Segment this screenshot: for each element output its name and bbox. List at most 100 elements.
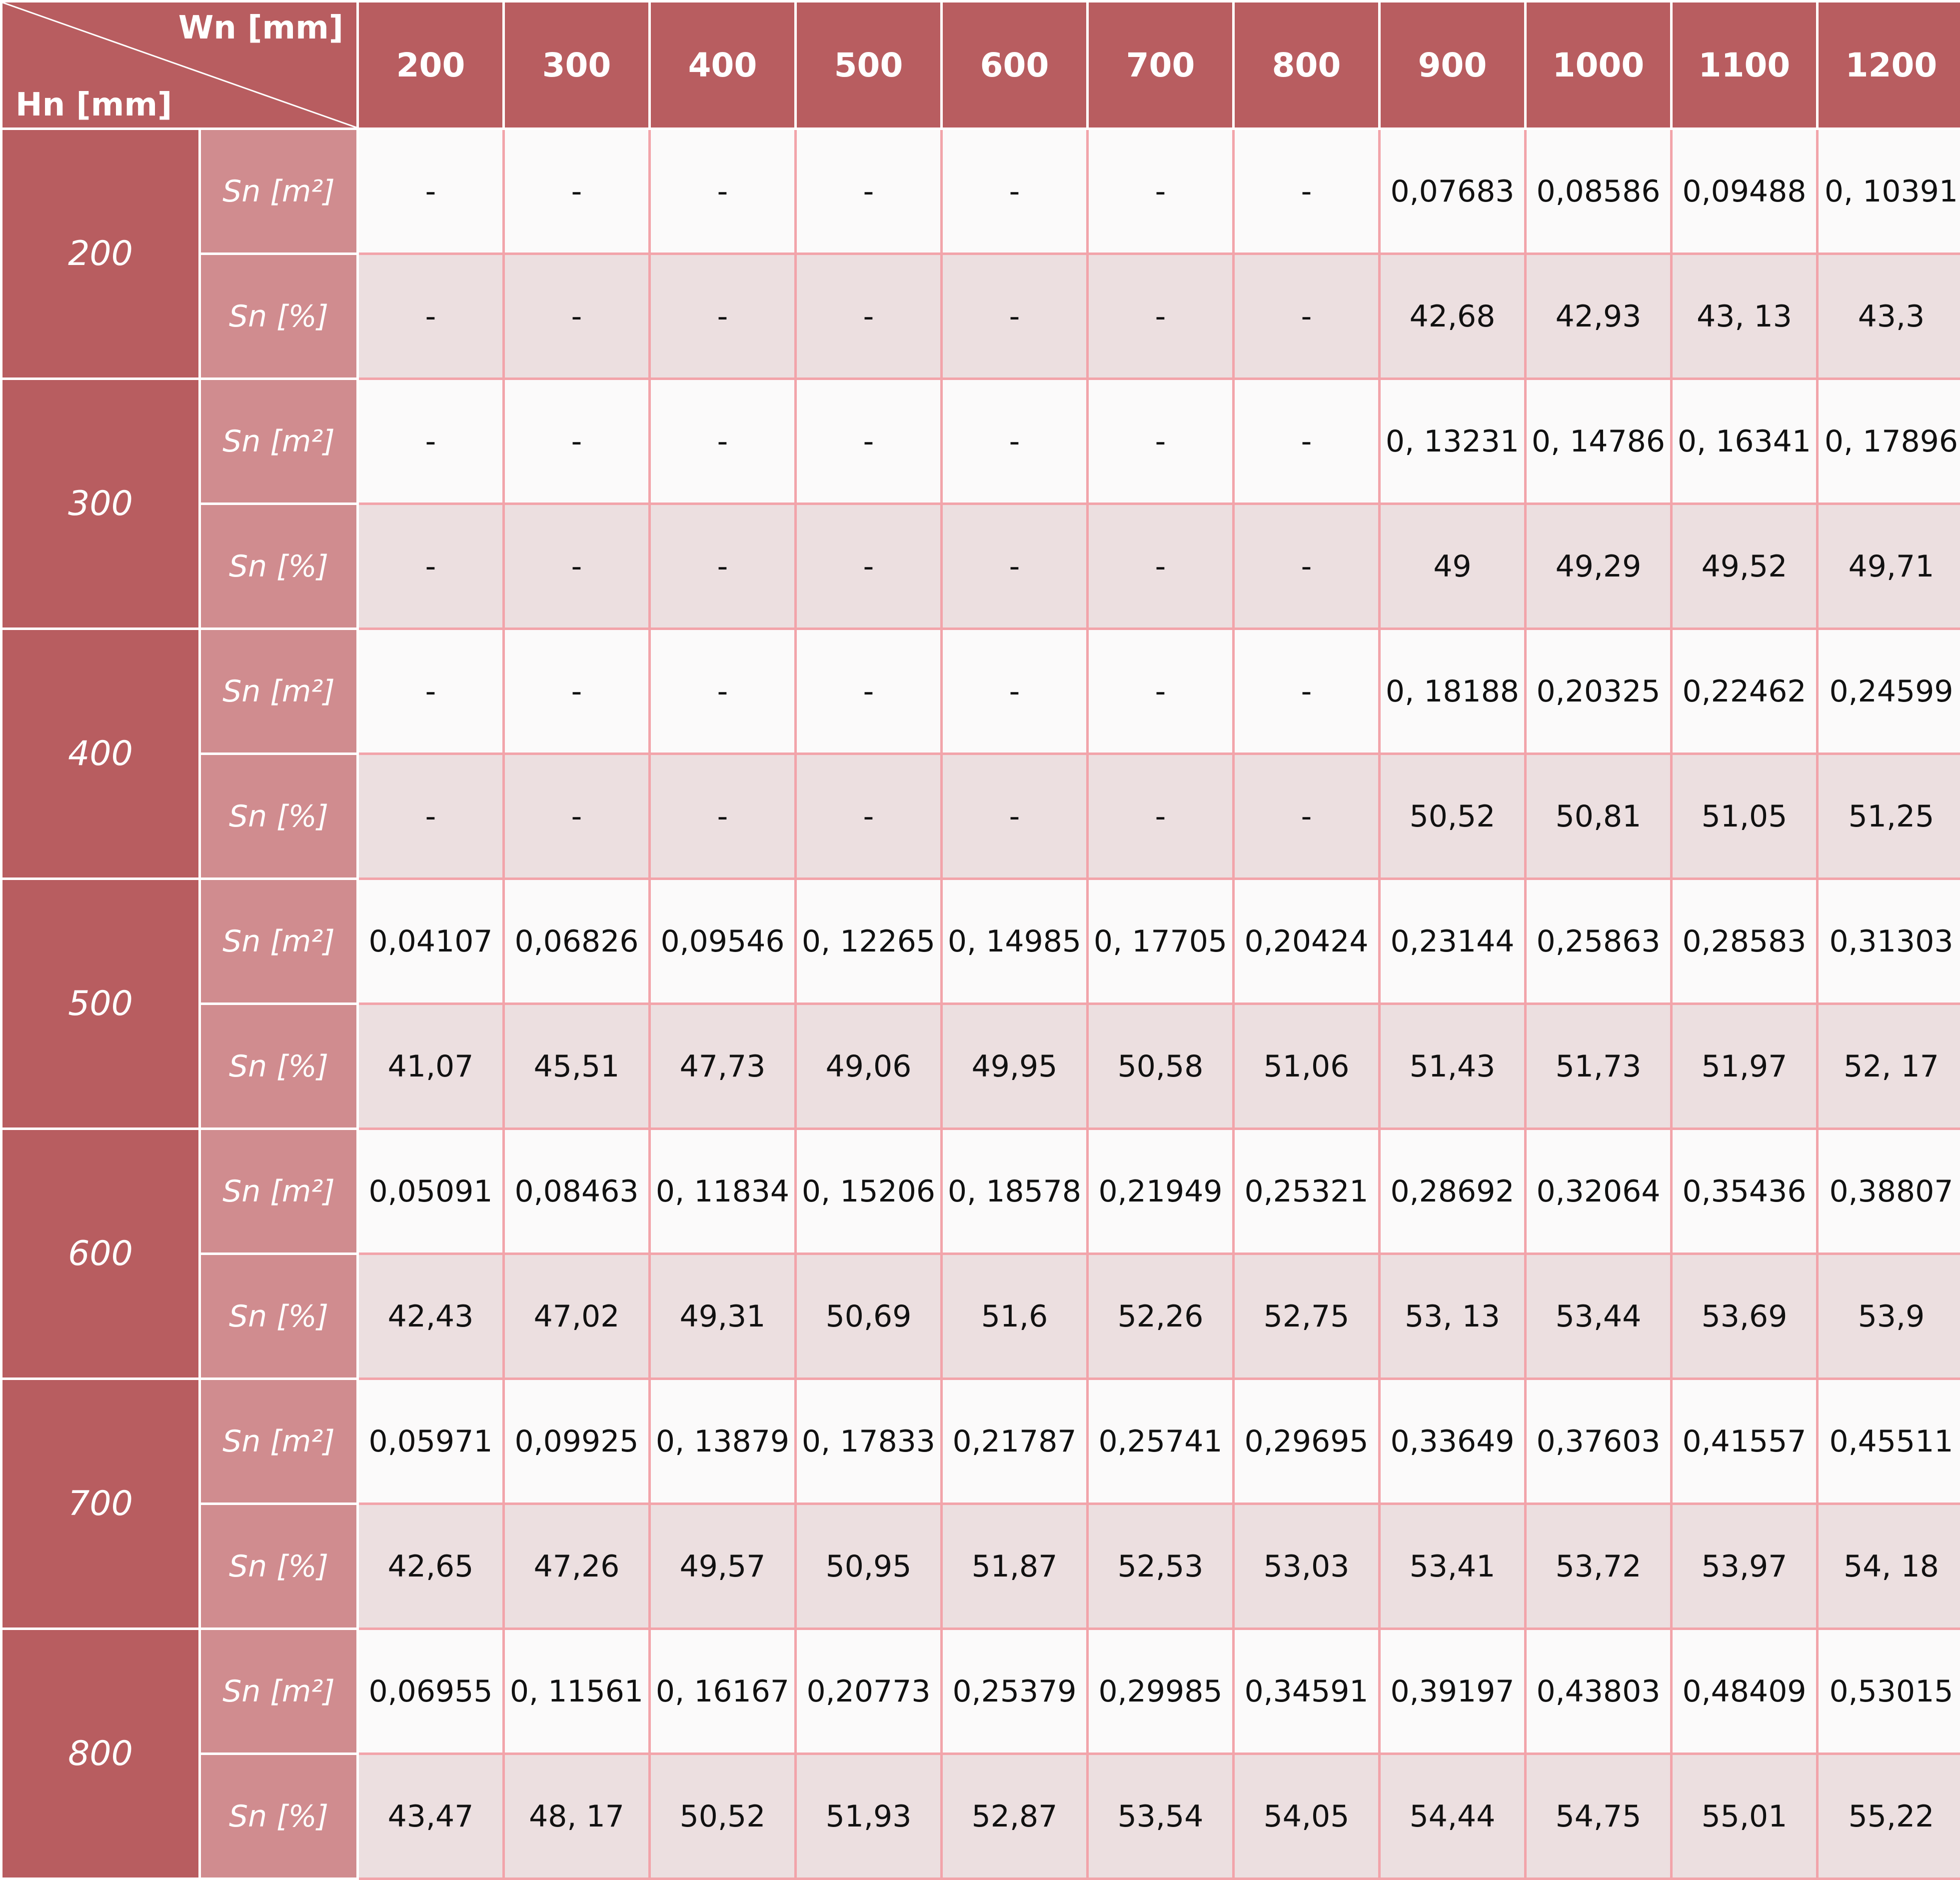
table-cell: 49,52 <box>1672 504 1818 629</box>
table-cell: 0,21949 <box>1088 1129 1234 1254</box>
table-cell: 50,69 <box>796 1254 942 1379</box>
table-cell: 51,43 <box>1380 1004 1526 1129</box>
table-cell: - <box>650 504 796 629</box>
unit-label-percent: Sn [%] <box>200 504 358 629</box>
unit-label-area: Sn [m²] <box>200 879 358 1004</box>
table-cell: 0,07683 <box>1380 129 1526 254</box>
table-cell: 0, 12265 <box>796 879 942 1004</box>
table-cell: 0,39197 <box>1380 1629 1526 1754</box>
table-cell: 49,57 <box>650 1504 796 1629</box>
table-cell: 0, 17705 <box>1088 879 1234 1004</box>
table-cell: 49,71 <box>1818 504 1960 629</box>
col-header: 900 <box>1380 2 1526 129</box>
table-cell: 0,25379 <box>942 1629 1088 1754</box>
table-cell: 51,93 <box>796 1754 942 1879</box>
table-cell: 0, 17833 <box>796 1379 942 1504</box>
table-cell: 0,25863 <box>1526 879 1672 1004</box>
table-cell: 0,09546 <box>650 879 796 1004</box>
table-cell: 0,43803 <box>1526 1629 1672 1754</box>
unit-label-area: Sn [m²] <box>200 129 358 254</box>
table-cell: 0, 16167 <box>650 1629 796 1754</box>
table-cell: - <box>1088 504 1234 629</box>
table-cell: 52,53 <box>1088 1504 1234 1629</box>
table-cell: 0, 15206 <box>796 1129 942 1254</box>
table-cell: 53,72 <box>1526 1504 1672 1629</box>
table-cell: 54,05 <box>1234 1754 1380 1879</box>
table-cell: 42,93 <box>1526 254 1672 379</box>
table-cell: 49,31 <box>650 1254 796 1379</box>
table-cell: 41,07 <box>358 1004 504 1129</box>
table-cell: - <box>358 504 504 629</box>
unit-label-area: Sn [m²] <box>200 629 358 754</box>
row-header-hn: 200 <box>1 129 200 379</box>
row-header-hn: 600 <box>1 1129 200 1379</box>
table-cell: 0, 18578 <box>942 1129 1088 1254</box>
table-cell: - <box>1234 504 1380 629</box>
table-cell: 0,06826 <box>504 879 650 1004</box>
col-header: 200 <box>358 2 504 129</box>
table-cell: 0,22462 <box>1672 629 1818 754</box>
table-cell: - <box>942 379 1088 504</box>
table-cell: 0, 17896 <box>1818 379 1960 504</box>
table-cell: - <box>358 629 504 754</box>
table-cell: 0,41557 <box>1672 1379 1818 1504</box>
table-cell: 43,47 <box>358 1754 504 1879</box>
table-cell: 0,32064 <box>1526 1129 1672 1254</box>
table-cell: - <box>504 379 650 504</box>
table-cell: 0,06955 <box>358 1629 504 1754</box>
table-cell: - <box>504 254 650 379</box>
table-cell: 0,05091 <box>358 1129 504 1254</box>
table-cell: 47,02 <box>504 1254 650 1379</box>
table-cell: 42,68 <box>1380 254 1526 379</box>
table-cell: - <box>942 629 1088 754</box>
hn-label: Hn [mm] <box>15 86 172 124</box>
table-cell: - <box>1088 754 1234 879</box>
unit-label-area: Sn [m²] <box>200 1629 358 1754</box>
unit-label-percent: Sn [%] <box>200 1504 358 1629</box>
table-cell: - <box>358 379 504 504</box>
wn-label: Wn [mm] <box>178 10 343 46</box>
table-cell: 53,69 <box>1672 1254 1818 1379</box>
table-cell: - <box>1088 254 1234 379</box>
table-cell: - <box>1234 754 1380 879</box>
unit-label-percent: Sn [%] <box>200 1754 358 1879</box>
table-cell: - <box>504 129 650 254</box>
table-cell: 55,22 <box>1818 1754 1960 1879</box>
table-cell: 0,21787 <box>942 1379 1088 1504</box>
table-cell: 0, 16341 <box>1672 379 1818 504</box>
table-cell: 0,08586 <box>1526 129 1672 254</box>
table-cell: 0,09488 <box>1672 129 1818 254</box>
table-cell: - <box>358 754 504 879</box>
table-cell: 52, 17 <box>1818 1004 1960 1129</box>
table-cell: - <box>650 254 796 379</box>
table-cell: 0,25321 <box>1234 1129 1380 1254</box>
table-cell: 52,75 <box>1234 1254 1380 1379</box>
table-cell: 0, 18188 <box>1380 629 1526 754</box>
table-cell: - <box>942 504 1088 629</box>
unit-label-area: Sn [m²] <box>200 1379 358 1504</box>
table-cell: 42,65 <box>358 1504 504 1629</box>
table-cell: - <box>504 754 650 879</box>
col-header: 700 <box>1088 2 1234 129</box>
table-cell: 0, 13879 <box>650 1379 796 1504</box>
table-cell: - <box>358 254 504 379</box>
col-header: 600 <box>942 2 1088 129</box>
table-cell: - <box>504 504 650 629</box>
corner-header: Wn [mm] Hn [mm] <box>1 2 358 129</box>
data-table-container: Wn [mm] Hn [mm] 200 300 400 500 600 700 … <box>0 0 1960 1016</box>
table-cell: 51,6 <box>942 1254 1088 1379</box>
table-cell: - <box>796 254 942 379</box>
table-cell: 50,95 <box>796 1504 942 1629</box>
table-cell: 53, 13 <box>1380 1254 1526 1379</box>
table-cell: 0,29695 <box>1234 1379 1380 1504</box>
unit-label-area: Sn [m²] <box>200 1129 358 1254</box>
table-cell: 0, 14985 <box>942 879 1088 1004</box>
table-cell: 45,51 <box>504 1004 650 1129</box>
table-cell: - <box>1088 629 1234 754</box>
table-cell: 43,3 <box>1818 254 1960 379</box>
table-cell: 49 <box>1380 504 1526 629</box>
